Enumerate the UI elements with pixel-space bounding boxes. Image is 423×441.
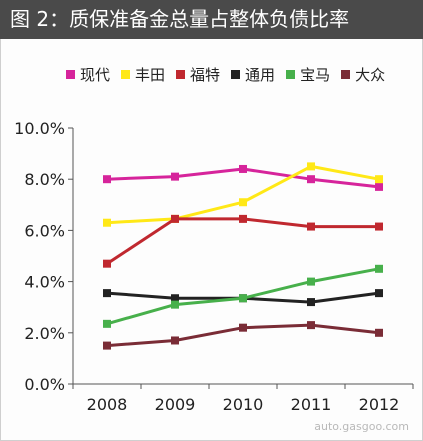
x-tick-label: 2012 bbox=[359, 395, 400, 414]
data-point bbox=[103, 319, 111, 328]
data-point bbox=[307, 162, 315, 171]
legend-item: 通用 bbox=[231, 64, 275, 85]
data-point bbox=[171, 172, 179, 181]
data-point bbox=[307, 222, 315, 231]
data-point bbox=[103, 341, 111, 350]
legend-label: 宝马 bbox=[300, 65, 331, 84]
data-point bbox=[103, 218, 111, 227]
legend-item: 宝马 bbox=[286, 64, 330, 85]
data-point bbox=[375, 328, 383, 337]
data-point bbox=[171, 214, 179, 223]
legend-swatch bbox=[341, 69, 351, 79]
data-point bbox=[239, 323, 247, 332]
data-point bbox=[171, 336, 179, 345]
y-tick-label: 0.0% bbox=[24, 375, 65, 394]
data-point bbox=[239, 294, 247, 303]
x-tick-label: 2008 bbox=[87, 395, 128, 414]
data-point bbox=[307, 321, 315, 330]
x-tick-label: 2011 bbox=[291, 395, 332, 414]
legend-item: 现代 bbox=[66, 64, 110, 85]
chart-legend: 现代 丰田 福特 通用 宝马 大众 bbox=[66, 64, 396, 84]
data-point bbox=[375, 175, 383, 184]
data-point bbox=[103, 175, 111, 184]
x-tick-label: 2009 bbox=[155, 395, 196, 414]
data-point bbox=[103, 259, 111, 268]
data-point bbox=[375, 289, 383, 298]
series-line bbox=[106, 164, 380, 225]
data-point bbox=[239, 164, 247, 173]
legend-swatch bbox=[66, 69, 75, 79]
data-point bbox=[171, 300, 179, 309]
legend-label: 丰田 bbox=[135, 65, 166, 84]
y-tick-label: 8.0% bbox=[24, 170, 65, 189]
legend-item: 丰田 bbox=[121, 64, 165, 85]
legend-item: 福特 bbox=[176, 64, 220, 85]
legend-label: 福特 bbox=[190, 65, 221, 84]
chart-title: 图 2：质保准备金总量占整体负债比率 bbox=[10, 7, 350, 31]
y-tick-label: 4.0% bbox=[24, 273, 65, 292]
title-bar: 图 2：质保准备金总量占整体负债比率 bbox=[0, 0, 423, 39]
data-point bbox=[103, 289, 111, 298]
data-point bbox=[307, 277, 315, 286]
series-line bbox=[106, 217, 379, 265]
legend-item: 大众 bbox=[341, 64, 385, 85]
y-tick-label: 2.0% bbox=[24, 324, 65, 343]
legend-swatch bbox=[231, 69, 241, 79]
data-point bbox=[307, 175, 315, 184]
x-tick-label: 2010 bbox=[223, 395, 264, 414]
data-point bbox=[171, 294, 179, 303]
y-tick-label: 10.0% bbox=[14, 119, 65, 138]
data-point bbox=[307, 298, 315, 307]
legend-label: 大众 bbox=[355, 65, 386, 84]
legend-label: 通用 bbox=[245, 65, 276, 84]
data-point bbox=[375, 222, 383, 231]
data-point bbox=[375, 182, 383, 191]
legend-swatch bbox=[121, 69, 131, 79]
data-point bbox=[375, 264, 383, 273]
legend-label: 现代 bbox=[80, 65, 111, 84]
legend-swatch bbox=[176, 69, 186, 79]
data-point bbox=[239, 214, 247, 223]
watermark: auto.gasgoo.com bbox=[314, 420, 409, 433]
y-tick-label: 6.0% bbox=[24, 221, 65, 240]
data-point bbox=[239, 198, 247, 207]
legend-swatch bbox=[286, 69, 296, 79]
